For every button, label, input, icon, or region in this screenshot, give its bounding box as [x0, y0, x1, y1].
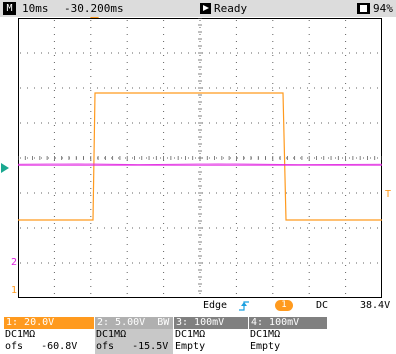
ch4-info-box[interactable]: 4: 100mV DC1MΩ Empty [249, 317, 327, 354]
trigger-level[interactable]: 38.4V [360, 300, 391, 311]
ch2-info-box[interactable]: 2: 5.00V BW DC1MΩ ofs -15.5V [95, 317, 173, 354]
ch2-position-marker[interactable]: 2 [11, 257, 18, 268]
ch4-coupling: DC1MΩ [250, 329, 281, 340]
battery-level: 94% [373, 2, 393, 15]
ch2-bw-limit-flag: BW [157, 317, 170, 328]
trigger-edge-icon [239, 301, 249, 311]
ch2-trace-noise [18, 163, 382, 165]
ch1-coupling: DC1MΩ [5, 329, 36, 340]
ch2-offset: ofs -15.5V [96, 341, 169, 352]
ch1-scale-label: 1: 20.0V [4, 317, 94, 329]
ch1-trace [18, 92, 382, 221]
ch2-scale-label: 2: 5.00V BW [95, 317, 173, 329]
ch3-info-box[interactable]: 3: 100mV DC1MΩ Empty [174, 317, 248, 354]
ch1-offset: ofs -60.8V [5, 341, 78, 352]
ch1-info-box[interactable]: 1: 20.0V DC1MΩ ofs -60.8V [4, 317, 94, 354]
ch3-scale-label: 3: 100mV [174, 317, 248, 329]
ch3-status: Empty [175, 341, 206, 352]
waveform-display[interactable] [18, 18, 382, 298]
ch4-scale-label: 4: 100mV [249, 317, 327, 329]
trigger-status-row: Edge 1 DC 38.4V [0, 298, 396, 314]
battery-icon [357, 3, 370, 14]
trigger-source-badge[interactable]: 1 [275, 300, 293, 311]
ch2-coupling: DC1MΩ [96, 329, 127, 340]
timebase-readout[interactable]: 10ms [22, 2, 49, 15]
graticule-grid [18, 18, 382, 294]
ch1-position-marker[interactable]: 1 [11, 285, 18, 296]
ch2-ground-arrow-icon[interactable] [1, 163, 10, 173]
ch4-status: Empty [250, 341, 281, 352]
acquisition-mode-badge[interactable]: M [3, 2, 16, 15]
run-state-text[interactable]: Ready [214, 2, 248, 15]
ch3-coupling: DC1MΩ [175, 329, 206, 340]
top-status-bar: M 10ms -30.200ms Ready 94% [0, 0, 396, 17]
trigger-type[interactable]: Edge [203, 300, 228, 311]
run-state-icon [200, 3, 211, 14]
time-offset-readout[interactable]: -30.200ms [64, 2, 124, 15]
trigger-level-marker[interactable]: T [385, 189, 392, 200]
bottom-info-panel: Edge 1 DC 38.4V 1: 20.0V DC1MΩ ofs -60.8… [0, 298, 396, 354]
trigger-coupling[interactable]: DC [316, 300, 329, 311]
